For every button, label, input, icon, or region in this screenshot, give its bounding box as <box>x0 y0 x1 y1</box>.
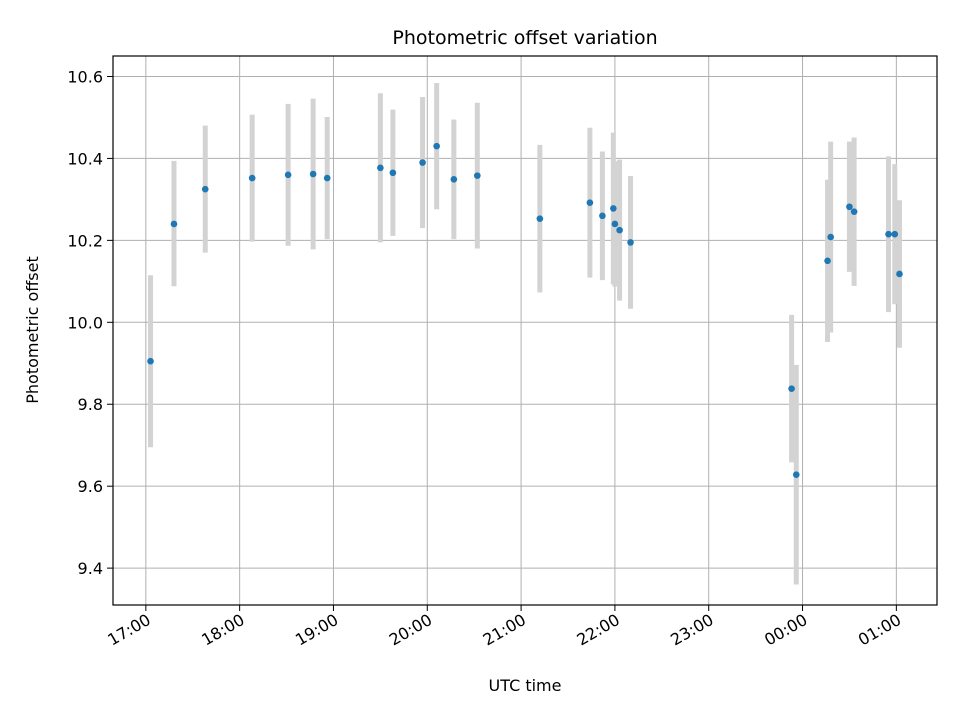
data-point <box>891 230 899 238</box>
data-point <box>788 385 795 392</box>
data-point <box>896 270 903 278</box>
data-point <box>885 230 892 238</box>
data-point <box>201 185 209 193</box>
x-axis-title: UTC time <box>489 676 562 695</box>
data-point <box>389 169 397 177</box>
y-tick-label: 9.6 <box>78 477 103 496</box>
y-tick-label: 10.2 <box>67 231 103 250</box>
data-point <box>377 164 384 172</box>
data-point <box>611 220 619 228</box>
y-axis-title: Photometric offset <box>23 256 42 404</box>
data-point <box>323 174 331 182</box>
data-point <box>850 208 858 215</box>
data-point <box>147 357 154 365</box>
y-tick-label: 10.0 <box>67 313 103 332</box>
y-tick-label: 9.8 <box>78 395 103 414</box>
data-point <box>309 170 317 178</box>
data-point <box>433 142 440 150</box>
data-point <box>616 226 623 234</box>
data-point <box>474 172 481 179</box>
data-point <box>627 239 634 246</box>
y-axis: 9.4 9.6 9.8 10.0 10.2 10.4 10.6 <box>67 67 113 578</box>
y-tick-label: 10.6 <box>67 67 103 86</box>
data-point <box>419 159 426 166</box>
y-tick-label: 10.4 <box>67 149 103 168</box>
plot-area-frame <box>112 55 938 606</box>
data-point <box>846 203 853 211</box>
data-point <box>827 233 834 241</box>
data-point <box>536 215 544 222</box>
y-tick-label: 9.4 <box>78 559 103 578</box>
data-point <box>610 205 617 212</box>
data-point <box>248 174 256 182</box>
data-point <box>824 257 831 265</box>
data-point <box>284 171 292 179</box>
data-point <box>792 471 800 479</box>
data-point <box>170 220 178 228</box>
data-point <box>599 212 606 220</box>
data-points <box>147 142 903 479</box>
chart-title: Photometric offset variation <box>392 27 657 49</box>
grid <box>113 56 937 605</box>
data-point <box>450 176 458 183</box>
data-point <box>586 199 594 206</box>
